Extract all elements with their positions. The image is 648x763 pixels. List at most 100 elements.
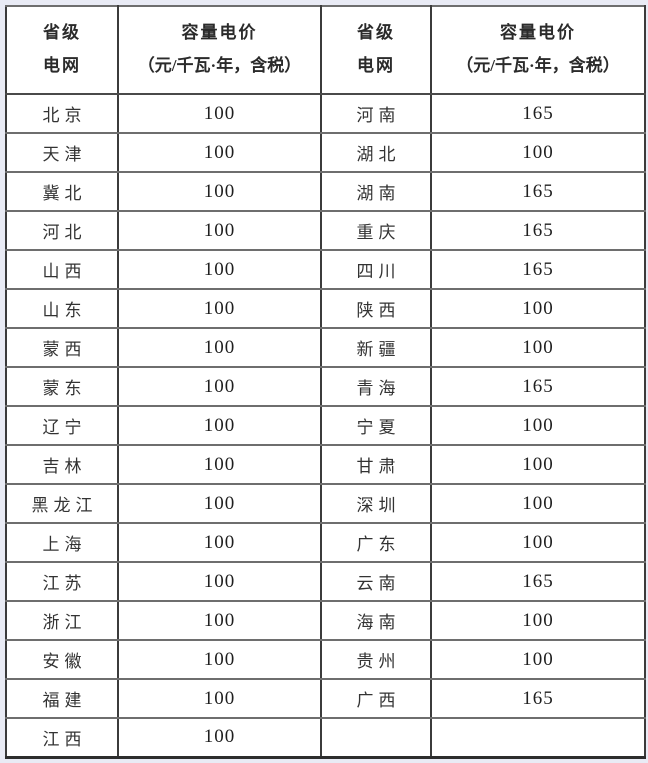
- price-cell: 100: [117, 171, 322, 212]
- price-cell: 100: [430, 522, 646, 563]
- province-cell: 吉林: [5, 444, 119, 485]
- price-cell: 100: [117, 639, 322, 680]
- province-cell: 蒙东: [5, 366, 119, 407]
- table-row: 山东 100 陕西 100: [5, 288, 646, 329]
- province-cell: 江西: [5, 717, 119, 758]
- price-cell: 100: [117, 561, 322, 602]
- province-cell: 云南: [320, 561, 432, 602]
- price-cell: 100: [117, 678, 322, 719]
- price-cell: 165: [430, 249, 646, 290]
- province-cell: 重庆: [320, 210, 432, 251]
- province-cell: 广东: [320, 522, 432, 563]
- province-cell: 深圳: [320, 483, 432, 524]
- header-provincial-grid-left: 省级 电网: [5, 5, 119, 95]
- province-cell: 青海: [320, 366, 432, 407]
- price-cell: 165: [430, 171, 646, 212]
- capacity-price-table: 省级 电网 容量电价 （元/千瓦·年，含税） 省级 电网: [5, 5, 646, 759]
- province-cell: 河南: [320, 93, 432, 134]
- header-text: 容量电价: [181, 23, 258, 43]
- province-cell: 天津: [5, 132, 119, 173]
- province-cell: 上海: [5, 522, 119, 563]
- province-cell: 甘肃: [320, 444, 432, 485]
- price-cell: 100: [117, 366, 322, 407]
- price-cell: 100: [430, 483, 646, 524]
- price-cell: 100: [430, 639, 646, 680]
- price-cell: 100: [117, 132, 322, 173]
- table-row: 江苏 100 云南 165: [5, 561, 646, 602]
- price-cell: 100: [430, 132, 646, 173]
- table-row: 蒙东 100 青海 165: [5, 366, 646, 407]
- province-cell: 贵州: [320, 639, 432, 680]
- header-capacity-price-left: 容量电价 （元/千瓦·年，含税）: [117, 5, 322, 95]
- header-text: 容量电价: [500, 23, 576, 43]
- table-row: 福建 100 广西 165: [5, 678, 646, 719]
- price-cell: 100: [117, 249, 322, 290]
- price-cell: 100: [430, 405, 646, 446]
- price-cell: 100: [117, 405, 322, 446]
- price-cell: 165: [430, 366, 646, 407]
- province-cell: 河北: [5, 210, 119, 251]
- header-unit-text: （元/千瓦·年，含税）: [456, 56, 620, 75]
- header-capacity-price-right: 容量电价 （元/千瓦·年，含税）: [430, 5, 646, 95]
- province-cell: 浙江: [5, 600, 119, 641]
- province-cell: 陕西: [320, 288, 432, 329]
- province-cell: 山东: [5, 288, 119, 329]
- price-cell: [430, 717, 646, 758]
- table-row: 浙江 100 海南 100: [5, 600, 646, 641]
- table-row: 安徽 100 贵州 100: [5, 639, 646, 680]
- price-cell: 165: [430, 210, 646, 251]
- header-unit-text: （元/千瓦·年，含税）: [137, 56, 302, 75]
- table-row: 天津 100 湖北 100: [5, 132, 646, 173]
- province-cell: 北京: [5, 93, 119, 134]
- price-cell: 165: [430, 561, 646, 602]
- price-cell: 100: [117, 600, 322, 641]
- price-cell: 100: [117, 210, 322, 251]
- price-cell: 100: [117, 522, 322, 563]
- price-cell: 165: [430, 678, 646, 719]
- header-text: 省级: [43, 23, 81, 43]
- price-cell: 100: [117, 327, 322, 368]
- province-cell: 新疆: [320, 327, 432, 368]
- price-cell: 100: [117, 288, 322, 329]
- header-text: 省级: [357, 23, 395, 43]
- province-cell: 福建: [5, 678, 119, 719]
- price-cell: 100: [430, 444, 646, 485]
- price-cell: 100: [430, 288, 646, 329]
- province-cell: 广西: [320, 678, 432, 719]
- province-cell: 辽宁: [5, 405, 119, 446]
- province-cell: 江苏: [5, 561, 119, 602]
- table-row: 北京 100 河南 165: [5, 93, 646, 134]
- table-row: 上海 100 广东 100: [5, 522, 646, 563]
- header-text: 电网: [43, 56, 81, 75]
- table-row: 江西 100: [5, 717, 646, 758]
- price-cell: 100: [430, 600, 646, 641]
- province-cell: 蒙西: [5, 327, 119, 368]
- table-row: 蒙西 100 新疆 100: [5, 327, 646, 368]
- table-row: 吉林 100 甘肃 100: [5, 444, 646, 485]
- header-text: 电网: [357, 56, 395, 75]
- price-cell: 100: [117, 483, 322, 524]
- province-cell: 宁夏: [320, 405, 432, 446]
- table-row: 冀北 100 湖南 165: [5, 171, 646, 212]
- table-header: 省级 电网 容量电价 （元/千瓦·年，含税） 省级 电网: [5, 5, 646, 95]
- province-cell: 山西: [5, 249, 119, 290]
- table-row: 黑龙江 100 深圳 100: [5, 483, 646, 524]
- province-cell: 湖北: [320, 132, 432, 173]
- province-cell: 四川: [320, 249, 432, 290]
- table-row: 河北 100 重庆 165: [5, 210, 646, 251]
- price-cell: 100: [117, 444, 322, 485]
- header-provincial-grid-right: 省级 电网: [320, 5, 432, 95]
- table-row: 辽宁 100 宁夏 100: [5, 405, 646, 446]
- province-cell: 湖南: [320, 171, 432, 212]
- province-cell: 海南: [320, 600, 432, 641]
- price-cell: 100: [117, 93, 322, 134]
- price-cell: 100: [430, 327, 646, 368]
- price-cell: 100: [117, 717, 322, 758]
- province-cell: [320, 717, 432, 758]
- table-body: 北京 100 河南 165 天津 100 湖北 100 冀北 100 湖南 16…: [5, 93, 646, 758]
- province-cell: 黑龙江: [5, 483, 119, 524]
- province-cell: 冀北: [5, 171, 119, 212]
- header-row: 省级 电网 容量电价 （元/千瓦·年，含税） 省级 电网: [5, 5, 646, 95]
- table-row: 山西 100 四川 165: [5, 249, 646, 290]
